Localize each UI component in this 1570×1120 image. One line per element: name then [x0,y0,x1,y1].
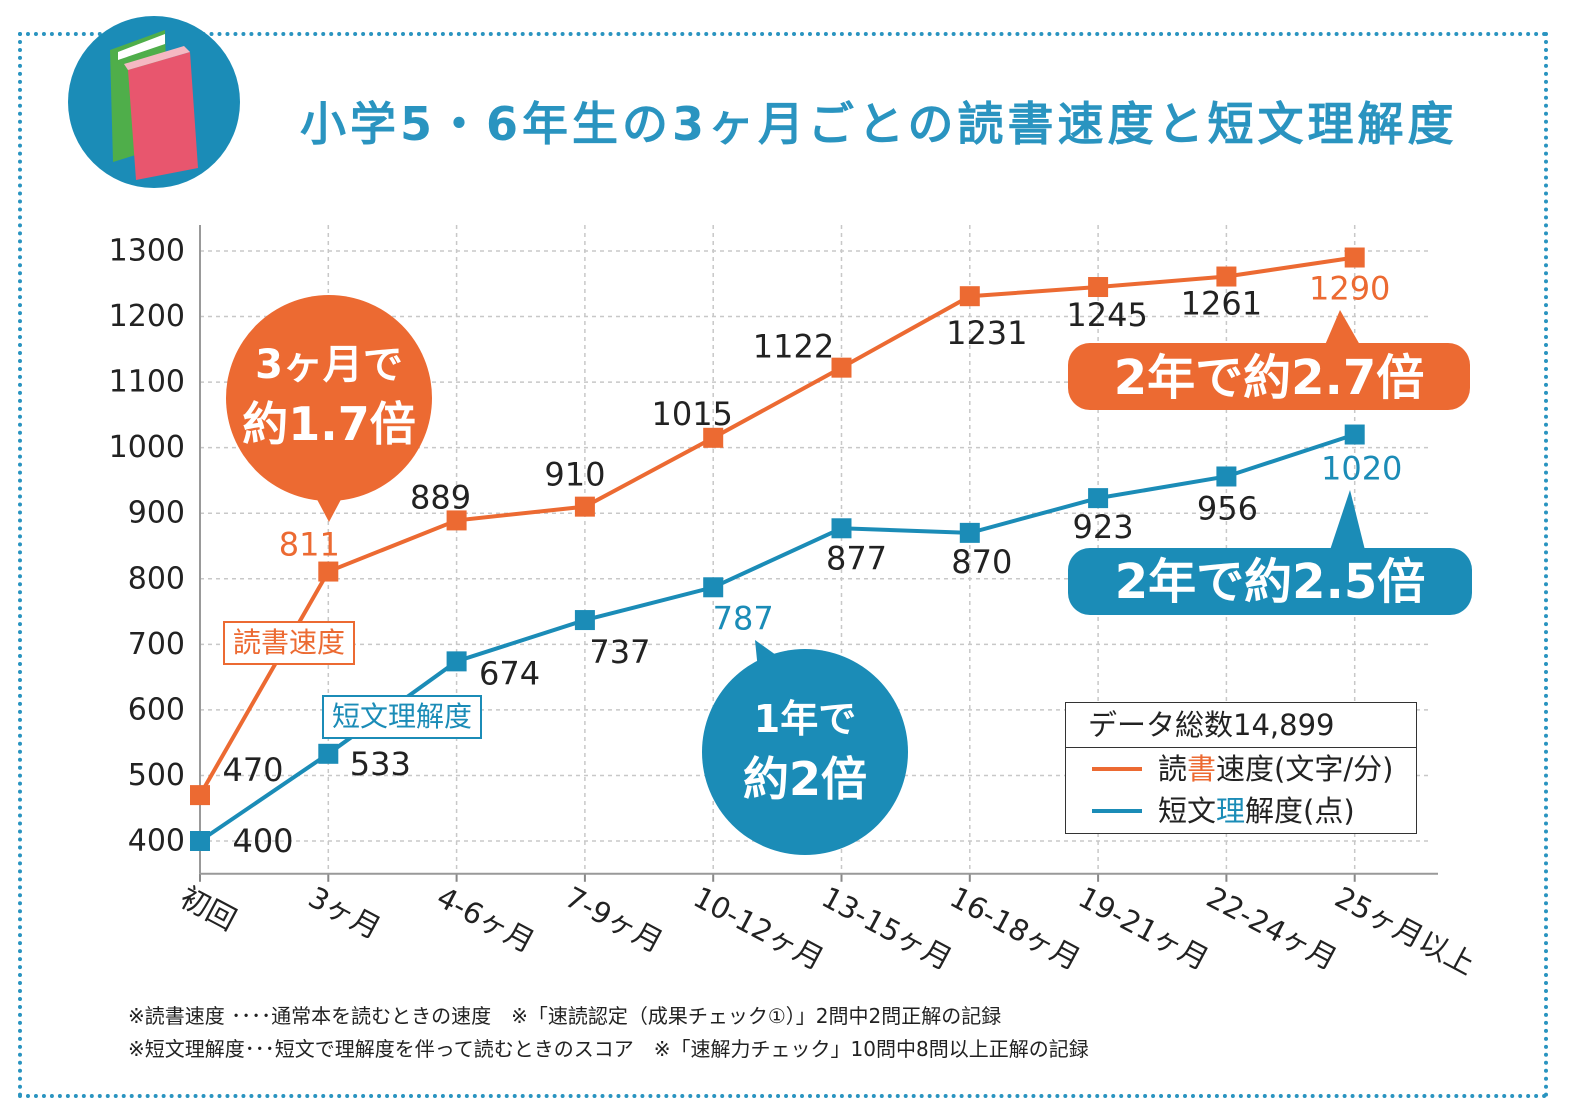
data-label: 923 [1073,508,1134,546]
y-tick-label: 700 [128,627,185,662]
data-point [574,610,595,631]
legend-text: 読 [1158,752,1188,786]
callout-text: 2年で約2.7倍 [1114,350,1424,406]
footnote: ※短文理解度･･･短文で理解度を伴って読むときのスコア ※「速解力チェック」10… [128,1037,1089,1061]
data-label: 1020 [1321,450,1402,488]
x-tick-label: 19-21ヶ月 [1073,880,1215,977]
data-point [318,743,339,764]
data-point [1216,266,1237,287]
x-tick-label: 4-6ヶ月 [431,880,540,959]
footnote: ※読書速度 ････通常本を読むときの速度 ※「速読認定（成果チェック①）」2問… [128,1004,1002,1028]
data-point [1088,488,1109,509]
y-tick-label: 600 [128,692,185,727]
data-label: 787 [713,599,774,637]
legend: データ総数14,899 読書速度(文字/分) 短文理解度(点) [1065,702,1417,834]
legend-text-highlight: 理 [1216,794,1246,828]
x-tick-label: 10-12ヶ月 [688,880,830,977]
data-label: 910 [544,456,605,494]
y-tick-label: 400 [128,824,185,859]
legend-swatch [1092,767,1142,771]
data-label: 870 [951,543,1012,581]
x-tick-label: 16-18ヶ月 [945,880,1087,977]
series-label-comprehension: 短文理解度 [322,695,483,739]
y-tick-label: 900 [128,496,185,531]
data-label: 1015 [651,395,732,433]
y-tick-label: 1200 [109,299,185,334]
data-point [1088,277,1109,298]
y-tick-label: 500 [128,758,185,793]
legend-item-reading-speed: 読書速度(文字/分) [1066,748,1416,790]
data-label: 877 [826,539,887,577]
data-label: 1290 [1309,270,1390,308]
y-tick-label: 1000 [109,430,185,465]
legend-text-highlight: 書 [1187,752,1217,786]
data-point [959,522,980,543]
data-label: 533 [350,745,411,783]
legend-item-comprehension: 短文理解度(点) [1066,790,1416,832]
x-tick-label: 22-24ヶ月 [1201,880,1343,977]
data-point [1216,466,1237,487]
y-tick-label: 800 [128,561,185,596]
data-label: 956 [1197,489,1258,527]
callout-bubble [226,295,432,501]
data-point [190,785,210,806]
callout-pointer [1325,310,1360,345]
data-label: 1245 [1066,296,1147,334]
callout-pill [1068,343,1470,410]
callout-bubble [702,649,908,855]
data-point [190,831,210,851]
footnotes: ※読書速度 ････通常本を読むときの速度 ※「速読認定（成果チェック①）」2問… [128,1000,1089,1066]
data-point [574,496,595,517]
x-tick-label: 初回 [175,880,242,937]
data-label: 737 [589,633,650,671]
data-point [703,577,724,598]
data-label: 470 [222,751,283,789]
series-line [198,255,1355,797]
data-label: 889 [410,478,471,516]
series-label-reading-speed: 読書速度 [223,621,356,665]
data-point [831,518,852,539]
callout-pointer [1330,490,1365,550]
data-point [1344,424,1365,445]
legend-text: 解度(点) [1245,794,1355,828]
legend-text: 短文 [1158,794,1217,828]
data-label: 674 [479,654,540,692]
legend-swatch [1092,809,1142,813]
data-label: 1231 [946,314,1027,352]
data-point [1344,247,1365,268]
chart-title: 小学5・6年生の3ヶ月ごとの読書速度と短文理解度 [300,97,1458,151]
x-tick-label: 13-15ヶ月 [816,880,958,977]
data-point [703,427,724,448]
callout-text: 約1.7倍 [242,397,416,451]
data-point [831,357,852,378]
data-label: 811 [279,526,340,564]
data-label: 1122 [753,328,834,366]
data-label: 400 [232,822,293,860]
y-tick-label: 1100 [109,365,185,400]
y-tick-label: 1300 [109,233,185,268]
x-tick-label: 7-9ヶ月 [560,880,669,959]
callout-text: 約2倍 [743,752,867,806]
data-point [318,561,339,582]
callout-text: 2年で約2.5倍 [1115,554,1425,610]
callout-text: 3ヶ月で [255,342,403,388]
x-tick-label: 3ヶ月 [303,880,386,946]
callout-pill [1068,548,1472,615]
data-point [959,286,980,307]
legend-text: 速度(文字/分) [1216,752,1394,786]
data-point [446,651,467,672]
data-point [446,510,467,531]
dotted-frame [18,32,1548,1098]
legend-header: データ総数14,899 [1066,703,1416,748]
data-label: 1261 [1181,285,1262,323]
x-tick-label: 25ヶ月以上 [1329,880,1480,982]
callout-text: 1年で [754,697,856,741]
